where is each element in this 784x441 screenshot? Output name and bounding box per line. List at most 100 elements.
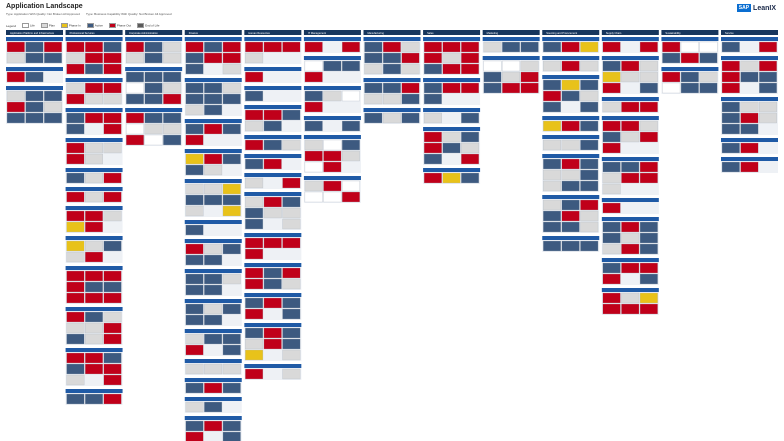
- app-tile: [621, 232, 640, 244]
- app-tile: [543, 101, 562, 113]
- app-tile: [85, 93, 103, 105]
- app-tile: [185, 314, 204, 326]
- app-tile: [442, 41, 461, 53]
- app-tile: [66, 281, 85, 293]
- app-tile: [699, 71, 718, 83]
- app-tile: [759, 101, 777, 113]
- app-tile: [245, 90, 264, 102]
- app-tile: [204, 314, 223, 326]
- app-tile: [721, 60, 740, 72]
- app-tile: [66, 123, 85, 135]
- app-tile: [185, 284, 204, 296]
- group-header: [303, 176, 361, 180]
- group-header: [423, 108, 481, 112]
- legend-text: Life: [30, 23, 35, 28]
- group-header: [303, 135, 361, 139]
- app-tile: [66, 322, 85, 334]
- app-tile: [740, 161, 759, 173]
- app-tile: [323, 90, 342, 102]
- app-tile: [204, 243, 223, 255]
- app-tile: [561, 60, 580, 72]
- app-tile: [621, 60, 640, 72]
- app-tile: [126, 93, 144, 105]
- group-header: [542, 195, 600, 199]
- group-header: [6, 37, 63, 41]
- app-tile: [185, 104, 204, 116]
- app-tile: [144, 82, 163, 94]
- app-tile: [204, 284, 223, 296]
- app-tile: [759, 41, 777, 53]
- app-tile: [103, 352, 122, 364]
- app-tile: [282, 41, 301, 53]
- app-tile: [639, 120, 658, 132]
- legend-label: Legend: [6, 23, 17, 28]
- group-header: [244, 192, 302, 196]
- app-tile: [66, 292, 85, 304]
- app-tile: [721, 101, 740, 113]
- app-tile: [401, 41, 420, 53]
- group-header: [244, 233, 302, 237]
- app-tile: [602, 131, 621, 143]
- group-header: [184, 397, 242, 401]
- column-title: Application Platform and Infrastructure: [10, 31, 55, 35]
- app-tile: [204, 41, 223, 53]
- app-tile: [66, 142, 85, 154]
- app-tile: [66, 41, 85, 53]
- app-tile: [85, 352, 103, 364]
- filter: Type: Business Capability With Quality: …: [86, 12, 172, 16]
- app-tile: [204, 194, 223, 206]
- app-tile: [25, 112, 44, 124]
- app-tile: [740, 60, 759, 72]
- group-header: [125, 108, 183, 112]
- app-tile: [66, 210, 85, 222]
- column-header: [542, 30, 600, 35]
- app-tile: [66, 191, 85, 203]
- app-tile: [66, 52, 85, 64]
- app-tile: [602, 262, 621, 274]
- app-tile: [282, 139, 301, 151]
- app-tile: [6, 41, 25, 53]
- app-tile: [126, 123, 144, 135]
- column-title: Sourcing and Procurement: [546, 31, 577, 35]
- app-tile: [204, 273, 223, 285]
- app-tile: [185, 344, 204, 356]
- group-header: [363, 108, 421, 112]
- app-tile: [621, 303, 640, 315]
- group-header: [184, 179, 242, 183]
- app-tile: [520, 60, 539, 72]
- app-tile: [245, 207, 264, 219]
- app-tile: [66, 311, 85, 323]
- group-header: [601, 198, 659, 202]
- group-header: [482, 56, 540, 60]
- app-tile: [423, 63, 442, 75]
- column-header: [423, 30, 481, 35]
- app-tile: [103, 374, 122, 386]
- group-header: [482, 37, 540, 41]
- app-tile: [263, 267, 282, 279]
- app-tile: [502, 60, 521, 72]
- app-tile: [621, 131, 640, 143]
- app-tile: [222, 93, 241, 105]
- app-tile: [662, 41, 681, 53]
- app-tile: [263, 196, 282, 208]
- group-header: [244, 37, 302, 41]
- app-tile: [222, 333, 241, 345]
- app-tile: [66, 112, 85, 124]
- app-tile: [185, 303, 204, 315]
- app-tile: [759, 112, 777, 124]
- app-tile: [621, 172, 640, 184]
- app-tile: [602, 221, 621, 233]
- column-header: [184, 30, 242, 35]
- app-tile: [245, 196, 264, 208]
- app-tile: [621, 221, 640, 233]
- column-title: IT Management: [308, 31, 326, 35]
- group-header: [65, 78, 123, 82]
- app-tile: [263, 109, 282, 121]
- group-header: [542, 154, 600, 158]
- group-header: [601, 258, 659, 262]
- app-tile: [282, 297, 301, 309]
- app-tile: [543, 139, 562, 151]
- group-header: [184, 149, 242, 153]
- app-tile: [304, 101, 323, 113]
- app-tile: [85, 292, 103, 304]
